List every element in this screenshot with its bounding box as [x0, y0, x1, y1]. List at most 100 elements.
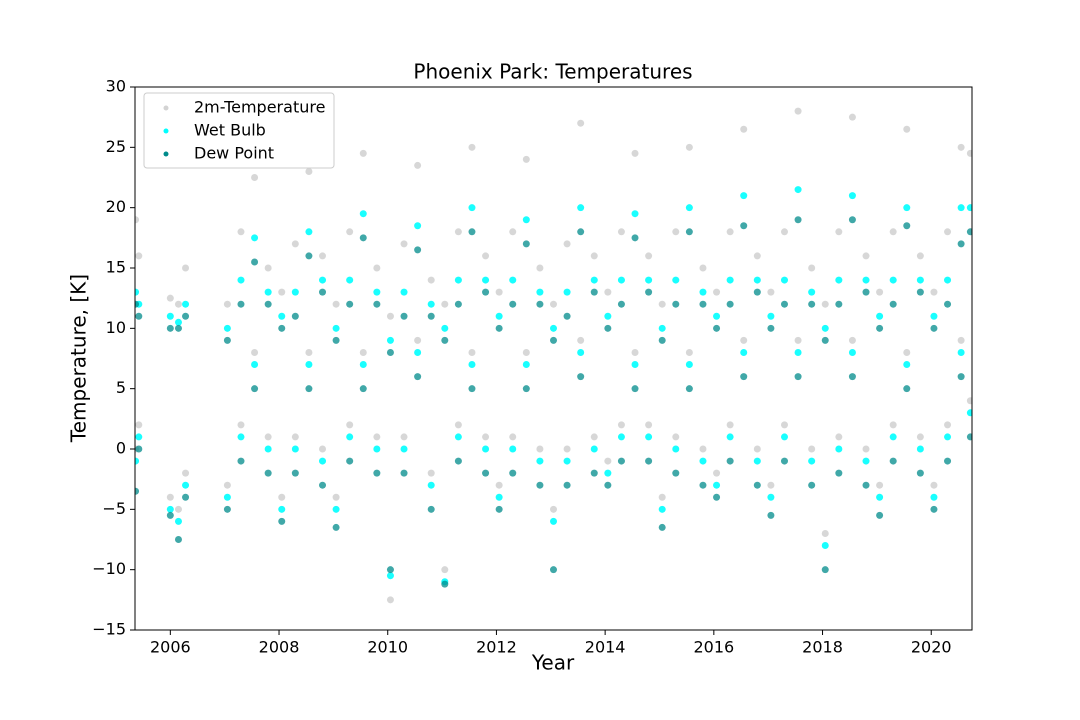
point [373, 300, 381, 308]
point [522, 216, 530, 224]
point [166, 312, 174, 320]
point [740, 125, 748, 133]
point [740, 336, 748, 344]
point [278, 493, 286, 501]
point [780, 300, 788, 308]
point [966, 409, 972, 417]
point [223, 336, 231, 344]
point [713, 324, 721, 332]
point [135, 300, 140, 308]
point [482, 288, 490, 296]
point [278, 324, 286, 332]
point [862, 481, 870, 489]
point [251, 361, 259, 369]
point [174, 505, 182, 513]
point [604, 288, 612, 296]
point [264, 264, 272, 272]
point [166, 511, 174, 519]
point [373, 469, 381, 477]
point [930, 288, 938, 296]
point [713, 493, 721, 501]
point [441, 336, 449, 344]
point [373, 288, 381, 296]
point [903, 385, 911, 393]
point [930, 312, 938, 320]
point [808, 457, 816, 465]
point [182, 481, 190, 489]
point [645, 252, 653, 260]
point [468, 143, 476, 151]
point [753, 276, 761, 284]
point [563, 457, 571, 465]
point [876, 324, 884, 332]
y-tick-label: 25 [106, 137, 126, 156]
point [522, 155, 530, 163]
point [672, 300, 680, 308]
point [876, 481, 884, 489]
point [848, 192, 856, 200]
point [685, 228, 693, 236]
point [251, 258, 259, 266]
point [780, 457, 788, 465]
point [536, 457, 544, 465]
point [685, 204, 693, 212]
point [821, 566, 829, 574]
point [631, 361, 639, 369]
point [468, 385, 476, 393]
point [753, 457, 761, 465]
y-tick-label: −10 [92, 559, 126, 578]
point [373, 445, 381, 453]
point [174, 536, 182, 543]
point [713, 288, 721, 296]
point [166, 505, 174, 513]
point [135, 216, 140, 224]
point [237, 276, 245, 284]
point [876, 511, 884, 519]
point [631, 210, 639, 218]
point [780, 276, 788, 284]
point [135, 433, 143, 441]
point [482, 445, 490, 453]
y-tick-label: −5 [102, 499, 126, 518]
point [631, 348, 639, 356]
point [427, 481, 435, 489]
point [726, 457, 734, 465]
point [346, 457, 354, 465]
point [740, 192, 748, 200]
x-tick-label: 2006 [150, 638, 191, 657]
point [604, 481, 612, 489]
point [522, 348, 530, 356]
point [135, 457, 140, 465]
point [713, 312, 721, 320]
point [672, 433, 680, 441]
point [794, 348, 802, 356]
point [291, 288, 299, 296]
point [305, 385, 313, 393]
point [740, 348, 748, 356]
point [550, 517, 557, 525]
point [359, 348, 367, 356]
point [930, 493, 938, 501]
point [237, 457, 245, 465]
point [658, 505, 666, 513]
point [780, 421, 788, 429]
point [400, 445, 408, 453]
point [346, 421, 354, 429]
point [876, 312, 884, 320]
point [386, 596, 394, 604]
point [916, 252, 924, 260]
point [889, 276, 897, 284]
point [427, 300, 435, 308]
x-tick-label: 2010 [367, 638, 408, 657]
point [251, 234, 259, 242]
point [903, 125, 911, 133]
point [916, 288, 924, 296]
point [821, 542, 829, 550]
point [957, 348, 965, 356]
point [468, 204, 476, 212]
point [251, 348, 259, 356]
point [495, 505, 503, 513]
point [645, 288, 653, 296]
y-tick-label: 10 [106, 318, 126, 337]
point [251, 385, 259, 393]
